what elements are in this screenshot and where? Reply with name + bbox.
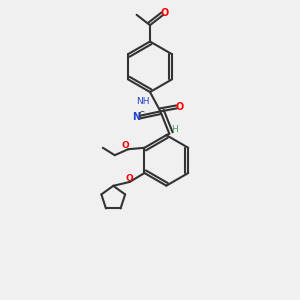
Text: C: C <box>138 111 144 120</box>
Text: N: N <box>132 112 140 122</box>
Text: H: H <box>171 125 178 134</box>
Text: O: O <box>176 102 184 112</box>
Text: O: O <box>122 141 130 150</box>
Text: NH: NH <box>136 97 149 106</box>
Text: O: O <box>161 8 169 18</box>
Text: O: O <box>125 174 133 183</box>
